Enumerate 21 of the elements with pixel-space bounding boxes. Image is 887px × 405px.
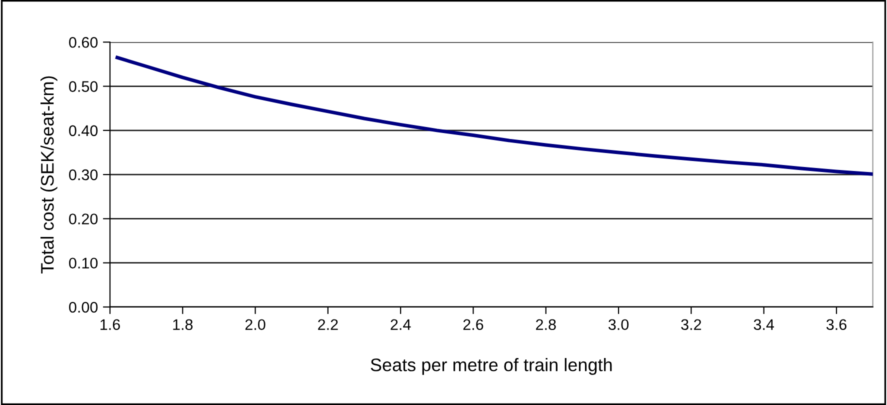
x-tick-label: 2.2 bbox=[318, 319, 338, 330]
y-tick-label: 0.30 bbox=[69, 169, 98, 180]
x-tick-label: 1.8 bbox=[173, 319, 193, 330]
x-tick-label: 1.6 bbox=[100, 319, 120, 330]
line-series bbox=[116, 56, 873, 176]
x-tick-label: 3.2 bbox=[681, 319, 702, 330]
y-tick-label: 0.00 bbox=[69, 302, 98, 313]
y-tick-label: 0.20 bbox=[69, 214, 98, 224]
y-tick-label: 0.10 bbox=[69, 258, 98, 269]
x-tick-label: 2.0 bbox=[245, 319, 266, 330]
x-tick-label: 2.4 bbox=[390, 319, 411, 330]
x-tick-label: 2.8 bbox=[536, 319, 556, 330]
x-tick-label: 2.6 bbox=[463, 319, 484, 330]
x-tick-label: 3.0 bbox=[608, 319, 629, 330]
x-axis-title: Seats per metre of train length bbox=[370, 358, 612, 375]
x-tick-label: 3.6 bbox=[826, 319, 846, 330]
y-tick-label: 0.50 bbox=[69, 81, 98, 92]
y-tick-label: 0.60 bbox=[69, 36, 98, 48]
y-axis-title: Total cost (SEK/seat-km) bbox=[40, 76, 58, 274]
x-tick-label: 3.4 bbox=[754, 319, 774, 330]
y-tick-label: 0.40 bbox=[69, 125, 98, 136]
